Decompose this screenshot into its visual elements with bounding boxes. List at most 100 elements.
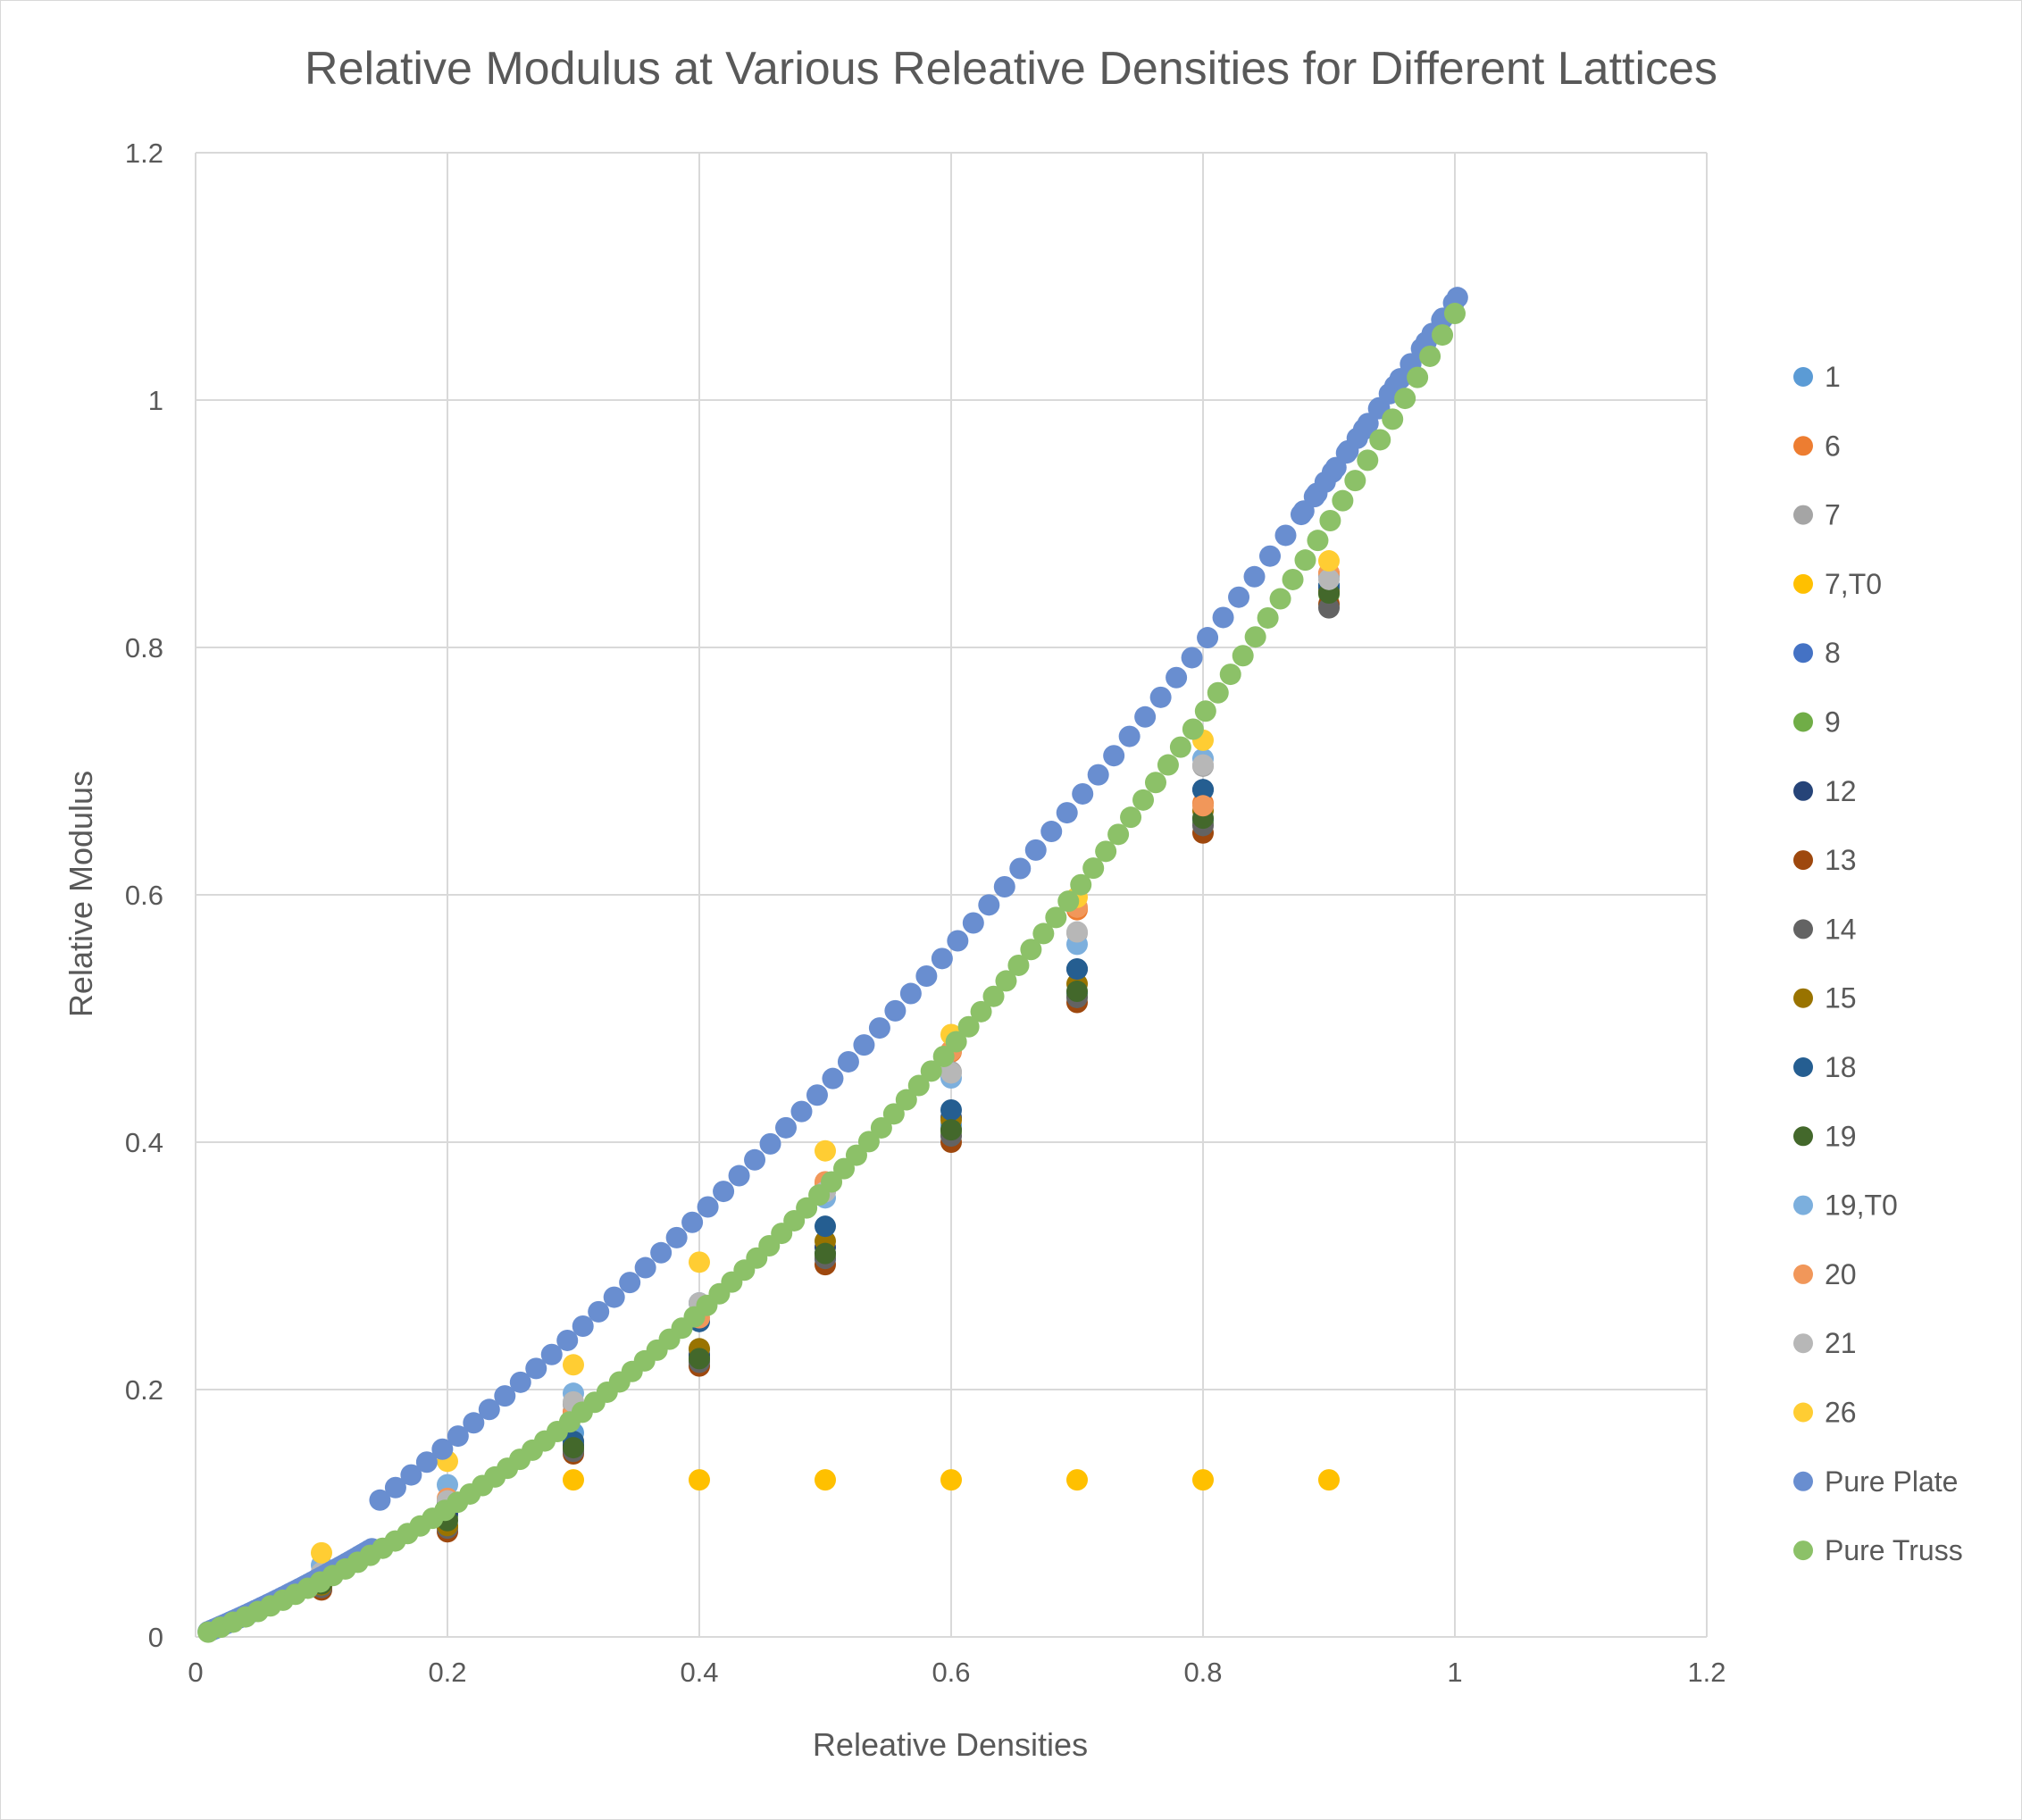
data-point	[563, 1437, 584, 1459]
legend-label: 9	[1825, 706, 1841, 739]
data-point	[689, 1469, 710, 1491]
data-point	[463, 1412, 485, 1434]
data-point	[759, 1132, 781, 1155]
data-point	[857, 1131, 880, 1153]
grid-lines	[195, 152, 1708, 1638]
data-point	[415, 1451, 438, 1474]
data-point	[1228, 586, 1250, 608]
data-point	[940, 1098, 962, 1121]
data-point	[1243, 565, 1266, 588]
data-point	[1132, 789, 1155, 811]
data-point	[1444, 303, 1466, 325]
legend-label: 26	[1825, 1397, 1857, 1429]
data-point	[689, 1348, 710, 1370]
data-point	[369, 1489, 391, 1511]
legend-marker	[1793, 781, 1813, 801]
legend-marker	[1793, 1333, 1813, 1354]
legend-label: 8	[1825, 637, 1841, 669]
legend-marker	[1793, 573, 1813, 594]
data-point	[588, 1300, 610, 1323]
data-point	[1357, 449, 1379, 472]
legend-label: 6	[1825, 430, 1841, 462]
x-tick-label: 0	[188, 1657, 203, 1688]
legend-label: 19,T0	[1825, 1190, 1898, 1222]
legend-item: 6	[1793, 430, 1841, 462]
data-point	[1274, 524, 1297, 547]
data-point	[1095, 840, 1117, 863]
data-points	[197, 287, 1468, 1643]
data-point	[940, 1062, 962, 1084]
data-point	[882, 1103, 905, 1125]
data-point	[1244, 626, 1266, 648]
legend-label: 1	[1825, 361, 1841, 393]
data-point	[563, 1354, 584, 1376]
y-axis-title: Relative Modulus	[63, 771, 99, 1017]
y-tick-label: 0.2	[125, 1374, 163, 1406]
data-point	[1318, 550, 1340, 572]
legend-label: 18	[1825, 1051, 1857, 1083]
legend-label: 13	[1825, 844, 1857, 876]
data-point	[603, 1286, 625, 1308]
data-point	[728, 1165, 750, 1187]
legend-marker	[1793, 1057, 1813, 1077]
data-point	[775, 1116, 798, 1139]
legend-label: 7	[1825, 499, 1841, 531]
legend-marker	[1793, 1126, 1813, 1147]
data-point	[833, 1157, 856, 1180]
data-point	[790, 1100, 813, 1123]
data-point	[689, 1251, 710, 1273]
x-tick-label: 1.2	[1687, 1657, 1725, 1688]
data-point	[556, 1329, 579, 1351]
legend-item: 18	[1793, 1051, 1857, 1083]
legend-label: 14	[1825, 913, 1857, 945]
data-point	[1045, 906, 1067, 929]
data-point	[1181, 647, 1203, 669]
data-point	[1269, 588, 1291, 610]
legend: 1 6 7 7,T0 8 9 12 13 14 15 18 19 19,T0 20 21 26 Pure Pla…	[1793, 361, 1963, 1566]
series-7,T0	[563, 1469, 1340, 1491]
data-point	[1157, 754, 1179, 776]
data-point	[970, 1000, 992, 1023]
data-point	[1057, 890, 1080, 913]
data-point	[1066, 921, 1088, 943]
legend-marker	[1793, 1540, 1813, 1561]
data-point	[400, 1464, 422, 1486]
data-point	[806, 1084, 828, 1106]
legend-label: 7,T0	[1825, 568, 1882, 600]
data-point	[384, 1476, 406, 1499]
data-point	[1389, 368, 1411, 390]
legend-label: 20	[1825, 1258, 1857, 1290]
chart-title: Relative Modulus at Various Releative De…	[305, 43, 1717, 95]
data-point	[868, 1017, 890, 1039]
legend-label: 21	[1825, 1327, 1857, 1359]
data-point	[311, 1541, 332, 1564]
series-26	[311, 550, 1340, 1564]
data-point	[907, 1074, 930, 1097]
data-point	[1082, 857, 1105, 880]
legend-item: 9	[1793, 706, 1841, 739]
legend-marker	[1793, 850, 1813, 871]
legend-item: 1	[1793, 361, 1841, 393]
data-point	[563, 1469, 584, 1491]
data-point	[978, 894, 1000, 916]
legend-label: Pure Plate	[1825, 1465, 1958, 1498]
data-point	[1357, 413, 1379, 435]
data-point	[1432, 324, 1454, 346]
data-point	[1212, 606, 1234, 629]
data-point	[1332, 489, 1354, 512]
data-point	[1107, 823, 1130, 846]
legend-item: 19	[1793, 1120, 1857, 1152]
legend-label: Pure Truss	[1825, 1534, 1963, 1566]
data-point	[1087, 764, 1109, 786]
data-point	[697, 1196, 719, 1218]
data-point	[1194, 700, 1216, 722]
data-point	[957, 1015, 980, 1038]
data-point	[822, 1067, 844, 1089]
data-point	[1040, 821, 1063, 843]
data-point	[870, 1116, 892, 1139]
data-point	[1335, 442, 1358, 464]
data-point	[1219, 664, 1241, 686]
data-point	[895, 1089, 917, 1111]
data-point	[815, 1242, 836, 1265]
